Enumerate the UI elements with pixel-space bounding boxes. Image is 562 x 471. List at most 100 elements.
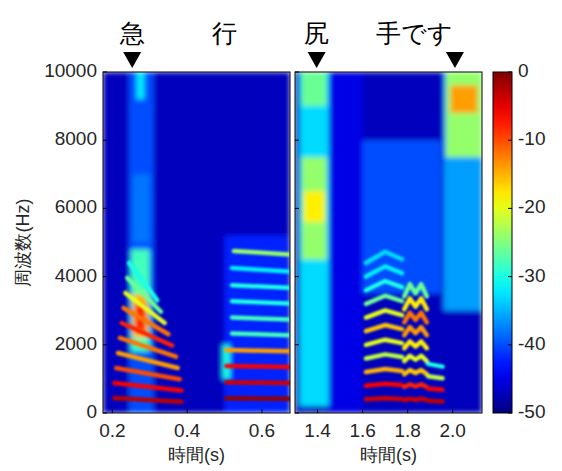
x-tick xyxy=(317,409,318,413)
x-tick xyxy=(407,409,408,413)
harmonic xyxy=(129,263,157,301)
harmonic-line xyxy=(226,396,288,401)
colorbar-tick xyxy=(508,276,512,277)
harmonic-line xyxy=(232,268,289,271)
x-tick xyxy=(187,409,188,413)
annotation: 急 xyxy=(119,19,145,47)
y-tick xyxy=(103,208,107,209)
harmonic-line xyxy=(428,398,443,403)
colorbar-tick xyxy=(508,344,512,345)
harmonic-line xyxy=(232,318,289,320)
heat-cell xyxy=(300,72,329,406)
x-tick-label: 1.4 xyxy=(304,420,331,441)
harmonic-line xyxy=(114,398,181,402)
harmonic-line xyxy=(114,383,181,391)
harmonic-line xyxy=(366,384,402,386)
harmonic-line xyxy=(404,370,427,374)
harmonic xyxy=(120,338,176,357)
frame xyxy=(103,72,290,413)
heat-cell xyxy=(329,72,363,413)
heat-cell xyxy=(295,72,482,413)
x-tick xyxy=(362,409,363,413)
harmonic-line xyxy=(234,251,289,254)
harmonic-line xyxy=(404,284,427,296)
y-tick xyxy=(103,413,107,414)
colorbar-tick-label: -30 xyxy=(518,265,545,286)
harmonic xyxy=(226,382,288,384)
annotation: 行 xyxy=(212,19,237,47)
colorbar-tick xyxy=(508,72,512,73)
colorbar-tick xyxy=(508,413,512,414)
cells xyxy=(103,72,290,413)
x-tick-label: 1.8 xyxy=(394,420,420,441)
harmonic-line xyxy=(120,338,176,357)
marker-triangle xyxy=(308,52,326,68)
colorbar-tick-label: -40 xyxy=(518,333,545,354)
harmonic-line xyxy=(232,334,289,336)
colorbar-tick xyxy=(508,140,512,141)
x-tick-label: 0.4 xyxy=(174,420,201,441)
x-tick xyxy=(112,409,113,413)
y-tick xyxy=(295,140,299,141)
harmonic-line xyxy=(366,310,402,317)
harmonic-line xyxy=(232,301,289,303)
y-tick-label: 2000 xyxy=(55,333,97,354)
heat-cell xyxy=(304,191,324,222)
harmonic xyxy=(428,388,443,389)
x-axis-title: 時間(s) xyxy=(360,445,417,465)
harmonic-line xyxy=(404,298,427,309)
harmonic xyxy=(404,341,427,348)
harmonic xyxy=(404,313,427,323)
colorbar-tick-label: 0 xyxy=(518,60,529,81)
harmonic xyxy=(404,356,427,361)
harmonic xyxy=(232,318,289,320)
heat-cell xyxy=(133,174,150,242)
y-tick xyxy=(295,344,299,345)
heat-cell xyxy=(450,86,477,113)
harmonic-line xyxy=(404,313,427,323)
harmonic-line xyxy=(404,399,427,400)
harmonic-line xyxy=(366,296,402,304)
harmonic xyxy=(428,364,443,367)
y-tick-label: 10000 xyxy=(44,60,97,81)
x-axis-title: 時間(s) xyxy=(168,445,225,465)
y-tick xyxy=(295,276,299,277)
x-tick xyxy=(452,409,453,413)
harmonic-line xyxy=(428,388,443,389)
harmonic-line xyxy=(366,266,402,276)
y-tick-label: 6000 xyxy=(55,196,97,217)
harmonic-line xyxy=(232,285,289,288)
heat-cell xyxy=(103,72,290,413)
harmonic-line xyxy=(366,369,402,372)
heat-cell xyxy=(302,157,327,259)
harmonic-line xyxy=(404,327,427,335)
y-tick-label: 8000 xyxy=(55,128,97,149)
harmonic xyxy=(404,384,427,387)
heat-cell xyxy=(137,72,144,99)
y-tick xyxy=(295,72,299,73)
cells xyxy=(295,72,482,413)
colorbar-tick xyxy=(508,208,512,209)
harmonic xyxy=(232,268,289,271)
x-tick-label: 2.0 xyxy=(439,420,465,441)
harmonics xyxy=(366,252,443,402)
y-tick-label: 4000 xyxy=(55,265,97,286)
heat-cell xyxy=(363,140,442,293)
y-tick xyxy=(103,344,107,345)
heat-cell xyxy=(444,72,482,311)
harmonic xyxy=(366,310,402,317)
harmonic xyxy=(404,399,427,400)
harmonic xyxy=(226,366,288,367)
harmonic-line xyxy=(366,354,402,358)
harmonic xyxy=(404,298,427,309)
harmonic xyxy=(404,284,427,296)
annotation: 尻 xyxy=(304,19,329,47)
heat-cell xyxy=(225,236,289,413)
harmonic-line xyxy=(226,350,288,351)
harmonic xyxy=(404,327,427,335)
harmonic xyxy=(232,301,289,303)
harmonic xyxy=(226,350,288,351)
y-tick xyxy=(103,72,107,73)
plot-area xyxy=(295,72,482,413)
harmonic-line xyxy=(428,364,443,367)
